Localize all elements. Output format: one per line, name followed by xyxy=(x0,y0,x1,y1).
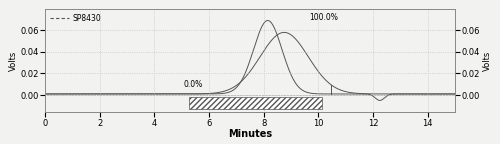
Bar xyxy=(188,97,322,109)
X-axis label: Minutes: Minutes xyxy=(228,129,272,139)
Y-axis label: Volts: Volts xyxy=(482,50,492,71)
Legend: SP8430: SP8430 xyxy=(49,13,103,24)
Y-axis label: Volts: Volts xyxy=(8,50,18,71)
Text: 0.0%: 0.0% xyxy=(183,80,203,89)
Text: 100.0%: 100.0% xyxy=(309,13,338,22)
